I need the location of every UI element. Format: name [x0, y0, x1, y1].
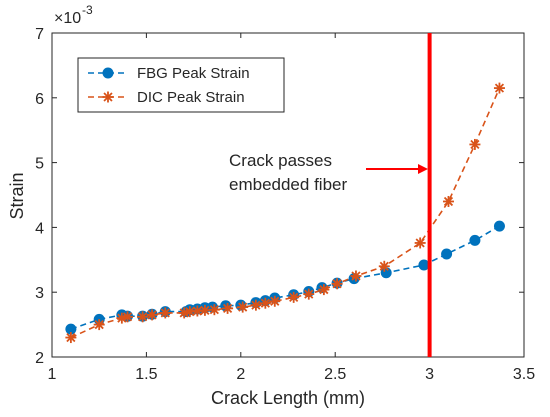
legend-box [77, 57, 285, 113]
data-point-dic [442, 195, 454, 207]
y-tick-label: 5 [35, 156, 44, 173]
y-tick-label: 2 [35, 350, 44, 367]
data-point-dic [259, 297, 271, 309]
legend: FBG Peak Strain DIC Peak Strain [77, 57, 285, 113]
data-point-dic [269, 295, 281, 307]
data-point-dic [288, 291, 300, 303]
y-exponent-base: ×10 [54, 10, 81, 27]
y-tick-label: 3 [35, 285, 44, 302]
data-point-dic [331, 278, 343, 290]
axis-ticks: 1 1.5 2 2.5 3 3.5 2 3 4 5 6 7 [35, 26, 535, 383]
x-tick-label: 2.5 [324, 366, 346, 383]
data-point-dic [237, 301, 249, 313]
legend-label-dic: DIC Peak Strain [137, 89, 245, 106]
data-point-dic [493, 82, 505, 94]
data-point-dic [122, 311, 134, 323]
data-point-dic [93, 319, 105, 331]
x-tick-label: 3.5 [513, 366, 535, 383]
annotation: Crack passes embedded fiber [229, 151, 428, 194]
x-axis-label: Crack Length (mm) [211, 388, 365, 408]
data-point-fbg [469, 234, 481, 246]
legend-label-fbg: FBG Peak Strain [137, 65, 250, 82]
annotation-line-2: embedded fiber [229, 175, 347, 194]
data-point-dic [208, 304, 220, 316]
series-layer [65, 82, 505, 344]
annotation-line-1: Crack passes [229, 151, 332, 170]
data-point-fbg [65, 323, 77, 335]
y-tick-label: 7 [35, 26, 44, 43]
legend-marker-dic [102, 91, 114, 103]
x-tick-label: 1.5 [135, 366, 157, 383]
legend-marker-fbg [102, 67, 114, 79]
data-point-dic [199, 304, 211, 316]
data-point-dic [350, 270, 362, 282]
data-point-fbg [418, 259, 430, 271]
x-tick-label: 1 [48, 366, 57, 383]
x-tick-label: 3 [425, 366, 434, 383]
y-axis-label: Strain [7, 172, 27, 219]
y-exponent-power: -3 [82, 3, 93, 17]
annotation-arrowhead [418, 164, 428, 174]
y-tick-label: 6 [35, 91, 44, 108]
data-point-dic [318, 284, 330, 296]
series-line-dic [70, 87, 501, 339]
data-point-dic [65, 332, 77, 344]
data-point-fbg [493, 220, 505, 232]
legend-samples [88, 67, 128, 103]
data-point-dic [250, 299, 262, 311]
data-point-dic [146, 309, 158, 321]
x-tick-label: 2 [236, 366, 245, 383]
data-point-dic [469, 138, 481, 150]
data-point-dic [222, 302, 234, 314]
y-tick-label: 4 [35, 220, 44, 237]
data-point-dic [159, 307, 171, 319]
data-point-dic [303, 288, 315, 300]
data-point-dic [137, 311, 149, 323]
data-point-dic [378, 260, 390, 272]
data-point-fbg [441, 248, 453, 260]
data-point-dic [414, 237, 426, 249]
